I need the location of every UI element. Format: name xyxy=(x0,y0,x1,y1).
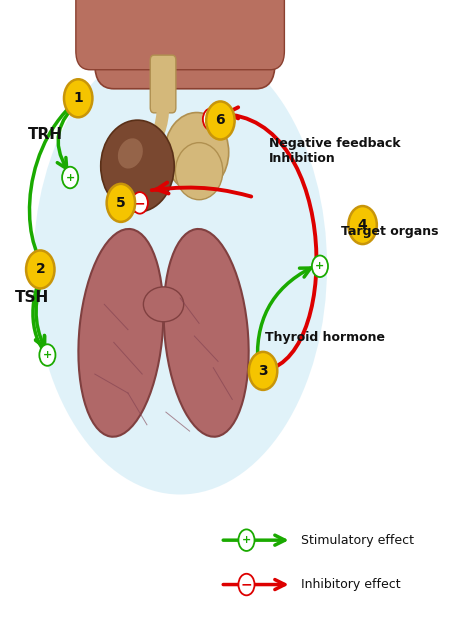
Ellipse shape xyxy=(100,120,174,212)
Text: 4: 4 xyxy=(358,218,367,232)
Circle shape xyxy=(238,529,255,551)
Text: Stimulatory effect: Stimulatory effect xyxy=(301,534,414,547)
Circle shape xyxy=(249,352,277,390)
Text: Thyroid hormone: Thyroid hormone xyxy=(265,331,385,344)
Ellipse shape xyxy=(78,229,164,437)
Circle shape xyxy=(107,184,135,222)
Ellipse shape xyxy=(143,287,184,322)
Text: 6: 6 xyxy=(216,113,225,127)
Circle shape xyxy=(62,167,78,188)
Circle shape xyxy=(132,192,148,214)
Text: −: − xyxy=(241,578,252,592)
Text: +: + xyxy=(242,535,251,545)
Text: −: − xyxy=(205,112,217,126)
Ellipse shape xyxy=(175,143,223,200)
Text: 5: 5 xyxy=(116,196,126,210)
FancyBboxPatch shape xyxy=(95,0,275,89)
Circle shape xyxy=(348,206,377,244)
Text: 2: 2 xyxy=(36,262,45,276)
Circle shape xyxy=(39,344,55,366)
FancyBboxPatch shape xyxy=(150,55,176,113)
Ellipse shape xyxy=(118,138,143,169)
Text: TSH: TSH xyxy=(15,290,49,306)
Text: TRH: TRH xyxy=(27,127,63,142)
Circle shape xyxy=(206,101,235,139)
Circle shape xyxy=(312,256,328,277)
Ellipse shape xyxy=(164,113,228,191)
Text: 1: 1 xyxy=(73,91,83,105)
Text: +: + xyxy=(43,350,52,360)
Ellipse shape xyxy=(164,229,249,437)
Text: 3: 3 xyxy=(258,364,268,378)
Circle shape xyxy=(26,250,55,288)
FancyBboxPatch shape xyxy=(76,0,284,70)
Text: +: + xyxy=(65,172,75,183)
Text: Inhibitory effect: Inhibitory effect xyxy=(301,578,401,591)
Circle shape xyxy=(238,574,255,595)
Text: Target organs: Target organs xyxy=(341,225,439,238)
Circle shape xyxy=(203,108,219,130)
Text: Negative feedback
Inhibition: Negative feedback Inhibition xyxy=(269,137,401,165)
Text: −: − xyxy=(134,196,146,210)
Text: +: + xyxy=(315,261,325,271)
Circle shape xyxy=(64,79,92,117)
Ellipse shape xyxy=(33,38,327,495)
